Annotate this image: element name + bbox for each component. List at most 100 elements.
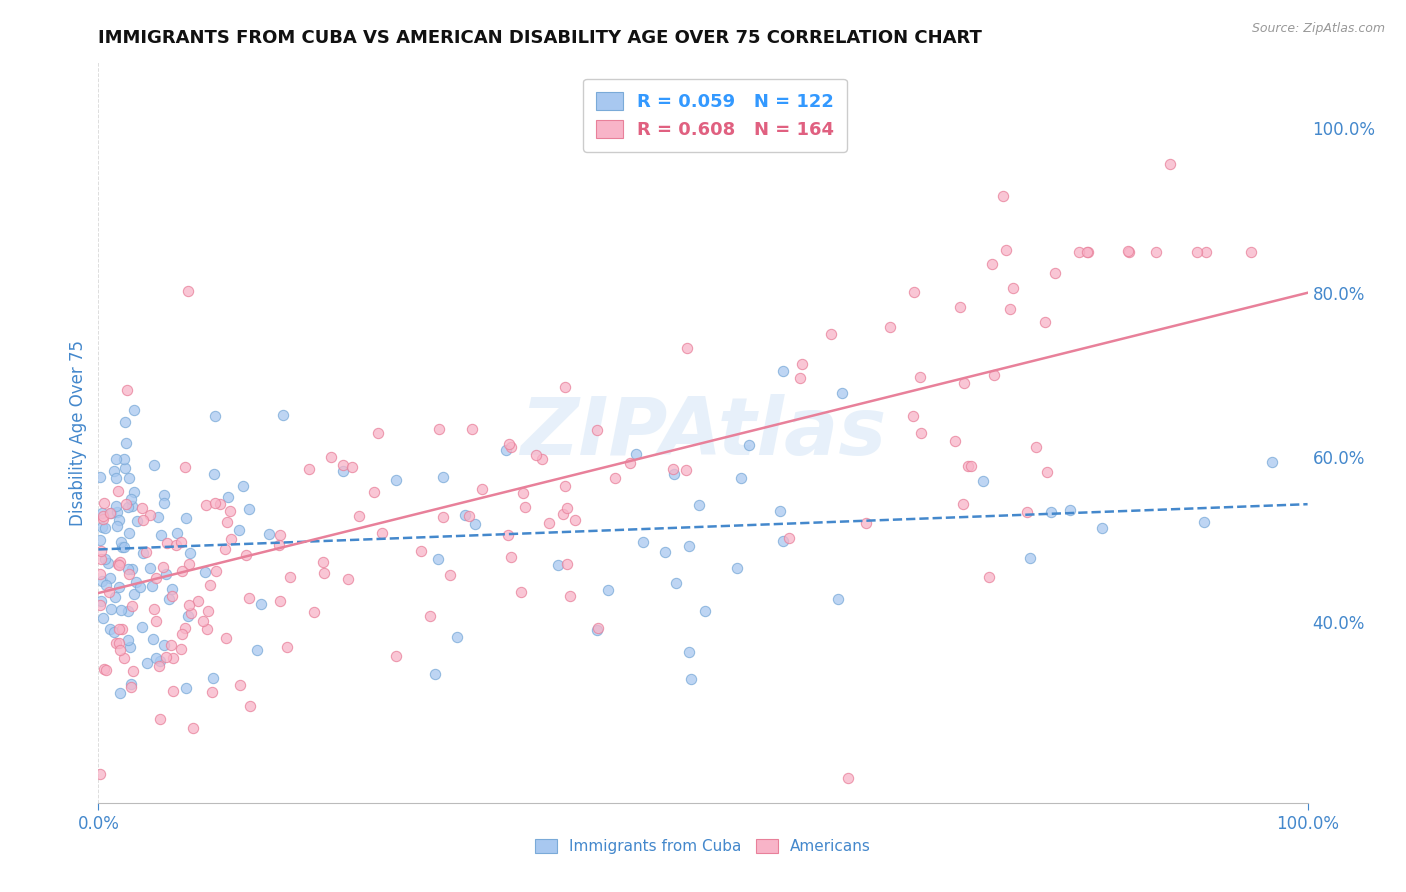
Point [531,451,554,466]
Point [120,491,142,506]
Point [553,507,575,521]
Point [194,566,217,580]
Point [139,560,162,574]
Point [952,497,974,511]
Point [120,677,142,691]
Point [105,499,128,513]
Point [105,636,128,650]
Point [631,534,654,549]
Point [194,498,217,512]
Point [91,511,114,525]
Point [855,516,877,530]
Text: IMMIGRANTS FROM CUBA VS AMERICAN DISABILITY AGE OVER 75 CORRELATION CHART: IMMIGRANTS FROM CUBA VS AMERICAN DISABIL… [98,29,983,47]
Point [112,452,135,467]
Point [173,621,195,635]
Point [107,557,129,571]
Point [112,651,135,665]
Point [564,513,586,527]
Point [110,540,132,554]
Point [107,484,129,499]
Point [105,505,128,519]
Point [108,643,131,657]
Point [495,442,517,457]
Point [953,376,976,390]
Point [269,594,291,608]
Point [349,509,371,524]
Point [90,551,112,566]
Point [725,561,748,575]
Point [170,535,193,549]
Point [174,681,197,695]
Point [165,538,187,552]
Point [454,508,477,523]
Point [232,479,254,493]
Point [114,415,136,429]
Point [128,580,150,594]
Point [180,607,202,621]
Point [730,471,752,485]
Point [143,458,166,472]
Point [1019,551,1042,566]
Point [439,568,461,582]
Point [176,608,198,623]
Point [91,611,114,625]
Point [91,506,114,520]
Point [693,604,716,618]
Point [509,584,531,599]
Point [367,426,389,441]
Point [499,441,522,455]
Point [370,525,392,540]
Point [1036,465,1059,479]
Point [177,284,200,298]
Point [1076,244,1098,259]
Point [972,474,994,488]
Point [94,577,117,591]
Point [110,686,132,700]
Point [90,594,112,608]
Point [125,574,148,589]
Point [124,403,146,417]
Text: Source: ZipAtlas.com: Source: ZipAtlas.com [1251,22,1385,36]
Point [110,602,132,616]
Point [1045,267,1067,281]
Point [107,558,129,573]
Point [678,645,700,659]
Point [108,580,131,594]
Point [603,470,626,484]
Point [152,496,174,510]
Point [778,531,800,545]
Point [149,712,172,726]
Point [792,357,814,371]
Point [145,651,167,665]
Point [446,631,468,645]
Point [152,488,174,502]
Point [998,301,1021,316]
Point [181,721,204,735]
Point [170,564,193,578]
Point [105,519,128,533]
Point [267,538,290,552]
Point [419,608,441,623]
Point [678,540,700,554]
Point [135,544,157,558]
Point [104,451,127,466]
Point [142,632,165,646]
Point [103,464,125,478]
Point [104,590,127,604]
Point [738,438,761,452]
Point [432,510,454,524]
Point [432,469,454,483]
Point [1067,244,1090,259]
Point [115,383,138,397]
Point [983,368,1005,382]
Point [204,467,226,481]
Point [512,486,534,500]
Point [122,484,145,499]
Point [1015,504,1038,518]
Point [121,562,143,576]
Point [90,544,112,558]
Point [772,364,794,378]
Point [98,622,121,636]
Point [89,533,111,547]
Point [337,572,360,586]
